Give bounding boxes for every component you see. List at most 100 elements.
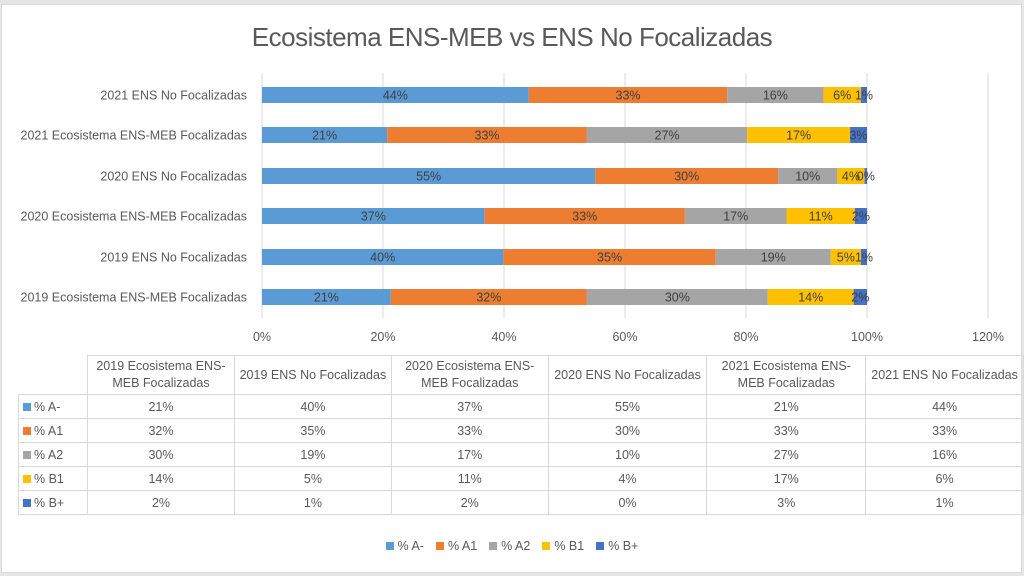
table-column-header: 2020 Ecosistema ENS- MEB Focalizadas <box>390 355 549 395</box>
series-name: % B1 <box>34 471 64 486</box>
category-label: 2021 ENS No Focalizadas <box>100 89 247 103</box>
bar-segment <box>484 208 685 224</box>
legend-label: % A1 <box>447 539 478 553</box>
table-column-header: 2020 ENS No Focalizadas <box>547 355 708 395</box>
bar-segment <box>684 208 787 224</box>
bar-segment <box>727 87 824 103</box>
bar-segment <box>853 289 867 305</box>
data-label: 17% <box>723 210 748 224</box>
legend-item: % A- <box>385 539 424 553</box>
bar-segment <box>262 289 391 305</box>
data-label: 32% <box>476 291 501 305</box>
chart-legend: % A- % A1 % A2 % B1 % B+ <box>0 539 1024 553</box>
table-cell: 6% <box>865 466 1024 491</box>
legend-swatch-icon <box>596 542 605 550</box>
table-row: % A1 32% 35% 33% 30% 33% 33% <box>18 418 1024 443</box>
table-cell: 40% <box>234 394 392 419</box>
table-cell: 3% <box>706 490 867 515</box>
legend-label: % B1 <box>554 539 585 553</box>
bar-segment <box>387 127 587 143</box>
data-label: 27% <box>655 129 680 143</box>
table-cell: 1% <box>865 490 1024 515</box>
x-tick-label: 60% <box>612 330 637 344</box>
bar-segment <box>586 289 768 305</box>
table-cell: 2% <box>390 490 549 515</box>
data-label: 4% <box>842 170 860 184</box>
data-label: 33% <box>475 129 500 143</box>
legend-swatch-icon <box>489 542 498 550</box>
table-row-header: % B1 <box>18 466 88 491</box>
table-cell: 37% <box>390 394 549 419</box>
series-name: % B+ <box>34 495 65 510</box>
bar-segment <box>586 127 748 143</box>
chart-title: Ecosistema ENS-MEB vs ENS No Focalizadas <box>251 22 773 52</box>
table-cell: 30% <box>86 442 236 467</box>
data-label: 33% <box>572 210 597 224</box>
category-label: 2020 Ecosistema ENS-MEB Focalizadas <box>21 210 247 224</box>
x-tick-label: 20% <box>370 330 395 344</box>
table-cell: 17% <box>390 442 549 467</box>
data-label: 10% <box>795 170 820 184</box>
data-label: 17% <box>786 129 811 143</box>
bar-segment <box>262 208 485 224</box>
legend-item: % A1 <box>435 539 478 553</box>
header-line: 2020 ENS No Focalizadas <box>554 367 701 382</box>
data-label: 14% <box>798 291 823 305</box>
table-column-header: 2021 ENS No Focalizadas <box>865 355 1024 395</box>
header-line: 2021 ENS No Focalizadas <box>871 367 1018 382</box>
table-cell: 44% <box>865 394 1024 419</box>
header-line: MEB Focalizadas <box>421 376 519 390</box>
table-row-header: % B+ <box>18 490 88 515</box>
x-tick-label: 100% <box>851 330 883 344</box>
bar-segment <box>715 249 831 265</box>
legend-label: % A- <box>397 539 424 553</box>
data-label: 5% <box>837 251 855 265</box>
data-label: 1% <box>855 89 873 103</box>
x-tick-label: 120% <box>972 330 1004 344</box>
table-cell: 27% <box>706 442 867 467</box>
table-cell: 4% <box>547 466 708 491</box>
category-label: 2021 Ecosistema ENS-MEB Focalizadas <box>21 129 247 143</box>
series-name: % A2 <box>34 447 64 462</box>
table-row: % B+ 2% 1% 2% 0% 3% 1% <box>18 490 1024 515</box>
data-label: 3% <box>849 129 867 143</box>
table-cell: 17% <box>706 466 867 491</box>
category-label: 2019 ENS No Focalizadas <box>100 251 247 265</box>
table-cell: 19% <box>234 442 392 467</box>
table-cell: 32% <box>86 418 236 443</box>
table-row-header: % A1 <box>18 418 88 443</box>
category-label: 2020 ENS No Focalizadas <box>100 170 247 184</box>
legend-item: % A2 <box>489 539 530 553</box>
data-label: 30% <box>674 170 699 184</box>
data-label: 19% <box>761 251 786 265</box>
legend-swatch-icon <box>542 542 551 550</box>
table-cell: 14% <box>86 466 236 491</box>
table-cell: 5% <box>234 466 392 491</box>
data-label: 37% <box>361 210 386 224</box>
legend-label: % B+ <box>608 539 639 553</box>
data-label: 16% <box>763 89 788 103</box>
table-cell: 11% <box>390 466 549 491</box>
bar-chart-plot: 0% 20% 40% 60% 80% 100% 120% 2019 Ecosistema E… <box>21 73 1004 344</box>
bar-segment <box>823 87 861 103</box>
legend-item: % B1 <box>542 539 584 553</box>
table-column-header: 2019 Ecosistema ENS- MEB Focalizadas <box>86 355 236 395</box>
x-tick-label: 0% <box>253 330 271 344</box>
bar-segment <box>837 168 865 184</box>
table-cell: 16% <box>865 442 1024 467</box>
table-row: % B1 14% 5% 11% 4% 17% 6% <box>18 466 1024 491</box>
legend-item: % B+ <box>596 539 638 553</box>
table-row: % A2 30% 19% 17% 10% 27% 16% <box>18 442 1024 467</box>
data-label: 40% <box>370 251 395 265</box>
table-cell: 33% <box>390 418 549 443</box>
data-label: 35% <box>597 251 622 265</box>
table-cell: 33% <box>706 418 867 443</box>
table-row-header: % A- <box>18 394 88 419</box>
bar-segment <box>864 168 867 184</box>
data-label: 44% <box>383 89 408 103</box>
data-label: 30% <box>665 291 690 305</box>
data-table: 2019 Ecosistema ENS- MEB Focalizadas 2019 … <box>18 355 1024 515</box>
table-cell: 2% <box>86 490 236 515</box>
data-label: 21% <box>314 291 339 305</box>
bar-segment <box>528 87 728 103</box>
